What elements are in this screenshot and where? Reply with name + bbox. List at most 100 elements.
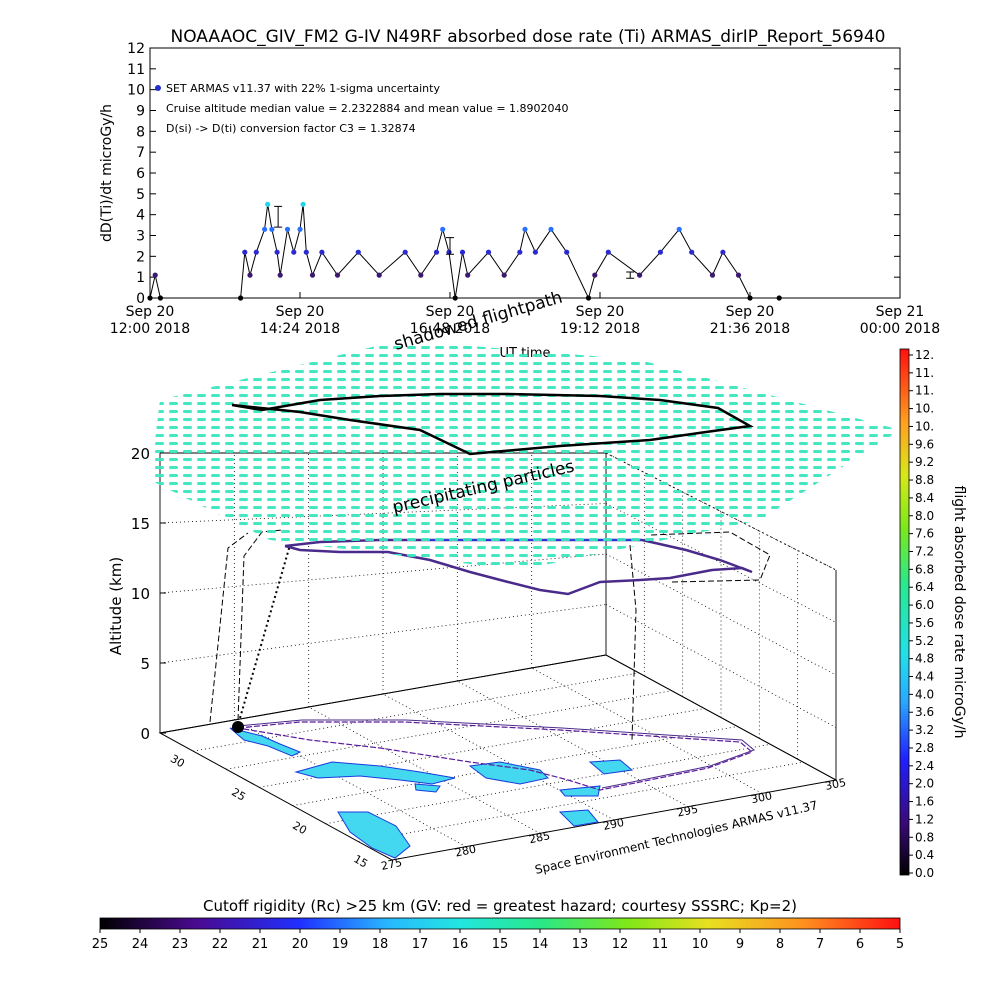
- dose-point: [459, 249, 466, 255]
- floor-grid-line: [382, 693, 615, 821]
- longitude-tick-label: 280: [454, 843, 477, 860]
- dose-colorbar-tick-label: 4.0: [915, 687, 934, 701]
- dose-point: [689, 249, 695, 255]
- dose-colorbar-tick-label: 4.8: [915, 652, 934, 666]
- dose-point: [485, 249, 492, 255]
- longitude-tick-label: 285: [528, 829, 551, 846]
- dose-colorbar-tick-label: 3.2: [915, 723, 934, 737]
- altitude-tick-label: 0: [140, 725, 150, 743]
- rigidity-colorbar-tick-label: 9: [736, 937, 744, 952]
- dose-point: [284, 226, 291, 232]
- dose-point: [776, 295, 782, 301]
- rigidity-colorbar-tick-label: 21: [252, 937, 269, 952]
- error-bar: [274, 205, 283, 228]
- dose-colorbar-tick-label: 7.6: [915, 527, 934, 541]
- dose-colorbar-tick-label: 10.: [915, 402, 934, 416]
- dose-point: [291, 249, 297, 255]
- longitude-tick-label: 295: [676, 803, 699, 820]
- annotation-line-3: D(si) -> D(ti) conversion factor C3 = 1.…: [166, 122, 416, 135]
- dose-colorbar-tick-label: 2.0: [915, 777, 934, 791]
- dose-point: [303, 249, 309, 255]
- top-y-tick-label: 7: [136, 145, 145, 161]
- dose-colorbar-tick-label: 6.0: [915, 598, 934, 612]
- error-bar: [446, 237, 454, 255]
- shadowed-flightpath: [231, 392, 754, 456]
- dose-point: [265, 201, 271, 207]
- precipitating-particles-sheet: [150, 340, 900, 570]
- rigidity-colorbar-ticks: 25 24 23 22 21 20 19 18 17 16 15 14 13 12 11 10 9 8 7 6 5: [92, 929, 904, 952]
- rigidity-colorbar-tick-label: 15: [492, 937, 509, 952]
- longitude-tick-label: 305: [824, 776, 847, 793]
- top-x-tick-label-time: 21:36 2018: [710, 321, 790, 337]
- dose-point: [747, 295, 753, 301]
- dose-point: [501, 272, 507, 278]
- dose-colorbar-gradient: [899, 348, 910, 876]
- dose-point: [238, 295, 244, 301]
- rigidity-colorbar-tick-label: 23: [172, 937, 189, 952]
- dose-colorbar-tick-label: 0.4: [915, 848, 934, 862]
- dose-colorbar: 12. 11. 11. 10. 10. 9.6 9.2 8.8 8.4 8.0 7.6 7.2 6.8 6…: [899, 348, 967, 880]
- top-y-tick-label: 2: [136, 249, 145, 265]
- dose-point: [709, 272, 716, 278]
- dose-colorbar-tick-label: 2.4: [915, 759, 934, 773]
- dose-point: [418, 272, 424, 278]
- flightpath-floor-track: [237, 719, 755, 789]
- top-x-tick-label-date: Sep 20: [126, 304, 175, 320]
- top-y-tick-label: 10: [127, 83, 145, 99]
- rigidity-colorbar-tick-label: 16: [452, 937, 469, 952]
- dose-point: [522, 226, 528, 232]
- dose-colorbar-tick-label: 8.8: [915, 473, 934, 487]
- rigidity-colorbar-tick-label: 25: [92, 937, 109, 952]
- floor-grid-line: [325, 743, 771, 825]
- error-bar: [626, 271, 635, 279]
- map-floor: [158, 654, 838, 861]
- top-x-tick-label-date: Sep 20: [426, 304, 475, 320]
- dose-colorbar-tick-label: 2.8: [915, 741, 934, 755]
- annotation-line-1: SET ARMAS v11.37 with 22% 1-sigma uncert…: [166, 82, 440, 95]
- dose-point: [157, 295, 163, 301]
- climb-ribbon: [239, 544, 291, 719]
- dose-colorbar-tick-label: 4.4: [915, 670, 934, 684]
- dose-colorbar-tick-label: 5.2: [915, 634, 934, 648]
- top-x-tick-label-date: Sep 20: [726, 304, 775, 320]
- rigidity-colorbar-tick-label: 22: [212, 937, 229, 952]
- rigidity-colorbar-tick-label: 6: [856, 937, 864, 952]
- rigidity-colorbar-tick-label: 10: [692, 937, 709, 952]
- dose-point: [269, 226, 275, 232]
- dose-colorbar-tick-label: 5.6: [915, 616, 934, 630]
- longitude-tick-label: 275: [380, 856, 403, 873]
- altitude-tick-label: 10: [131, 585, 150, 603]
- top-y-tick-label: 12: [127, 41, 145, 57]
- dose-series: [147, 201, 782, 301]
- dose-point: [676, 226, 682, 232]
- top-y-tick-label: 8: [136, 124, 145, 140]
- dose-point: [402, 249, 408, 255]
- dose-colorbar-tick-label: 1.2: [915, 812, 934, 826]
- dose-point: [253, 249, 259, 255]
- top-y-tick-label: 11: [127, 62, 145, 78]
- rigidity-colorbar-tick-label: 7: [816, 937, 824, 952]
- legend-marker-icon: [155, 85, 161, 91]
- dose-colorbar-tick-label: 9.6: [915, 437, 934, 451]
- airport-marker-icon: [232, 721, 244, 733]
- altitude-tick-label: 20: [131, 445, 150, 463]
- dose-colorbar-tick-label: 1.6: [915, 795, 934, 809]
- dose-point: [297, 226, 303, 232]
- top-y-tick-label: 6: [136, 166, 145, 182]
- dose-colorbar-tick-label: 7.2: [915, 544, 934, 558]
- dose-point: [277, 272, 283, 278]
- rigidity-colorbar-label: Cutoff rigidity (Rc) >25 km (GV: red = g…: [203, 897, 797, 915]
- dose-point: [517, 249, 523, 255]
- top-x-tick-label-time: 00:00 2018: [860, 321, 940, 337]
- rigidity-colorbar-gradient: [99, 917, 901, 930]
- top-x-tick-label-date: Sep 20: [576, 304, 625, 320]
- dose-point: [532, 249, 539, 255]
- rigidity-colorbar: Cutoff rigidity (Rc) >25 km (GV: red = g…: [92, 897, 904, 952]
- floor-grid-line: [358, 761, 804, 843]
- rigidity-colorbar-tick-label: 19: [332, 937, 349, 952]
- dose-colorbar-tick-label: 11.: [915, 366, 934, 380]
- dose-colorbar-tick-label: 10.: [915, 419, 934, 433]
- dose-point: [433, 249, 440, 255]
- dose-point: [355, 249, 361, 255]
